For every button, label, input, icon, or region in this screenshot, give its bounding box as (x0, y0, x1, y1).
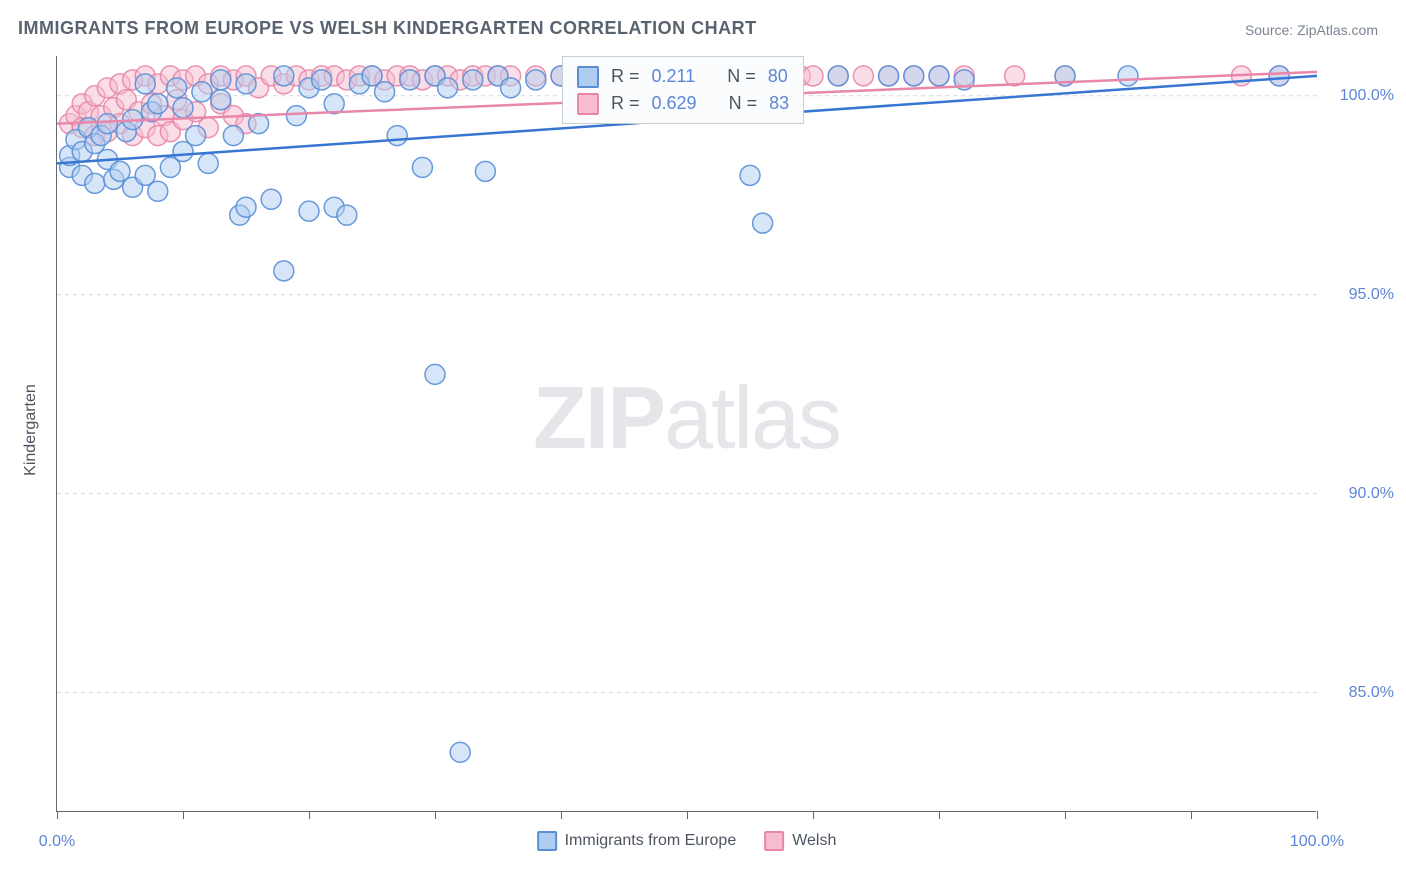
y-axis-label: Kindergarten (22, 384, 40, 476)
x-tick (435, 811, 436, 819)
n-label: N = (727, 63, 756, 90)
stats-swatch-series1 (577, 66, 599, 88)
scatter-point (135, 74, 155, 94)
x-tick (561, 811, 562, 819)
scatter-point (463, 70, 483, 90)
scatter-point (286, 106, 306, 126)
scatter-point (211, 90, 231, 110)
x-tick (309, 811, 310, 819)
scatter-point (236, 197, 256, 217)
scatter-point (400, 70, 420, 90)
x-tick-label: 0.0% (39, 833, 75, 851)
scatter-point (803, 66, 823, 86)
x-tick (1191, 811, 1192, 819)
stats-row-series1: R = 0.211 N = 80 (577, 63, 789, 90)
scatter-point (475, 161, 495, 181)
stats-legend-box: R = 0.211 N = 80 R = 0.629 N = 83 (562, 56, 804, 124)
series1-r-value: 0.211 (652, 63, 696, 90)
scatter-point (387, 126, 407, 146)
x-tick-label: 100.0% (1290, 833, 1344, 851)
scatter-point (223, 126, 243, 146)
scatter-point (97, 114, 117, 134)
stats-swatch-series2 (577, 93, 599, 115)
series2-n-value: 83 (769, 90, 789, 117)
scatter-point (211, 70, 231, 90)
series1-n-value: 80 (768, 63, 788, 90)
scatter-point (85, 173, 105, 193)
chart-title: IMMIGRANTS FROM EUROPE VS WELSH KINDERGA… (18, 18, 757, 39)
x-tick (183, 811, 184, 819)
scatter-point (375, 82, 395, 102)
x-tick (813, 811, 814, 819)
legend-bottom: Immigrants from Europe Welsh (537, 831, 837, 851)
scatter-point (526, 70, 546, 90)
x-tick (57, 811, 58, 819)
legend-label-series1: Immigrants from Europe (565, 832, 737, 849)
series2-r-value: 0.629 (652, 90, 697, 117)
y-tick-label: 85.0% (1349, 684, 1394, 702)
scatter-point (148, 181, 168, 201)
x-tick (1317, 811, 1318, 819)
scatter-point (192, 82, 212, 102)
legend-item-series1: Immigrants from Europe (537, 831, 737, 851)
scatter-point (501, 78, 521, 98)
scatter-point (828, 66, 848, 86)
source-attribution: Source: ZipAtlas.com (1245, 22, 1378, 38)
scatter-point (412, 157, 432, 177)
plot-area: ZIPatlas R = 0.211 N = 80 R = 0.629 N = … (56, 56, 1316, 812)
x-tick (687, 811, 688, 819)
r-label: R = (611, 90, 640, 117)
r-label: R = (611, 63, 640, 90)
scatter-point (879, 66, 899, 86)
scatter-point (236, 74, 256, 94)
legend-label-series2: Welsh (792, 832, 836, 849)
y-tick-label: 95.0% (1349, 286, 1394, 304)
scatter-point (450, 742, 470, 762)
x-tick (939, 811, 940, 819)
chart-svg (57, 56, 1316, 811)
y-tick-label: 90.0% (1349, 485, 1394, 503)
scatter-point (425, 364, 445, 384)
scatter-point (299, 201, 319, 221)
n-label: N = (729, 90, 758, 117)
scatter-point (1269, 66, 1289, 86)
scatter-point (337, 205, 357, 225)
x-tick (1065, 811, 1066, 819)
legend-swatch-series2 (764, 831, 784, 851)
y-tick-label: 100.0% (1340, 87, 1394, 105)
scatter-point (167, 78, 187, 98)
legend-item-series2: Welsh (764, 831, 836, 851)
stats-row-series2: R = 0.629 N = 83 (577, 90, 789, 117)
scatter-point (753, 213, 773, 233)
scatter-point (186, 126, 206, 146)
scatter-point (198, 153, 218, 173)
scatter-point (1118, 66, 1138, 86)
scatter-point (312, 70, 332, 90)
source-link[interactable]: ZipAtlas.com (1297, 22, 1378, 38)
scatter-point (274, 261, 294, 281)
source-prefix: Source: (1245, 22, 1297, 38)
scatter-point (853, 66, 873, 86)
scatter-point (740, 165, 760, 185)
scatter-point (261, 189, 281, 209)
scatter-point (438, 78, 458, 98)
scatter-point (904, 66, 924, 86)
scatter-point (274, 66, 294, 86)
scatter-point (173, 98, 193, 118)
legend-swatch-series1 (537, 831, 557, 851)
scatter-point (148, 94, 168, 114)
scatter-point (929, 66, 949, 86)
